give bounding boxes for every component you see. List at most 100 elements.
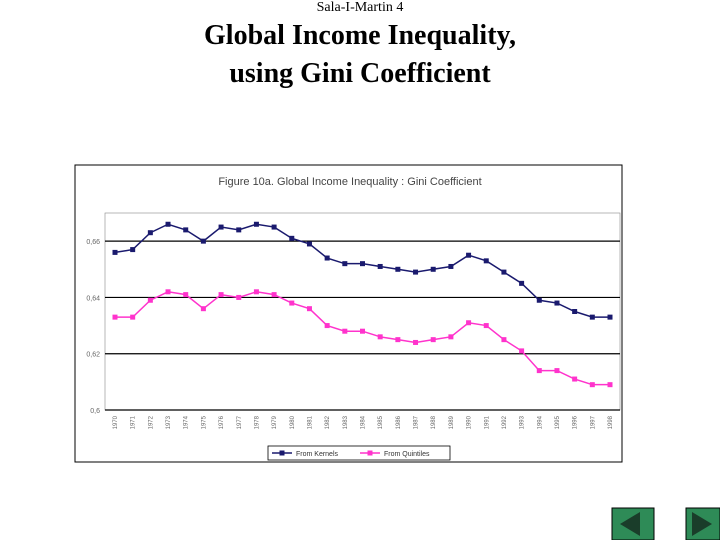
point-marker — [218, 224, 224, 230]
x-tick-label: 1997 — [590, 415, 596, 429]
point-marker — [607, 382, 613, 388]
point-marker — [395, 266, 401, 272]
legend-marker — [279, 450, 285, 456]
point-marker — [554, 368, 560, 374]
point-marker — [147, 297, 153, 303]
slide-title: using Gini Coefficient — [229, 58, 491, 89]
point-marker — [236, 227, 242, 233]
point-marker — [200, 238, 206, 244]
x-tick-label: 1971 — [131, 415, 137, 429]
point-marker — [377, 263, 383, 269]
y-tick-label: 0,6 — [90, 408, 100, 415]
point-marker — [536, 368, 542, 374]
point-marker — [165, 221, 171, 227]
point-marker — [572, 309, 578, 314]
point-marker — [448, 334, 454, 340]
point-marker — [501, 269, 507, 275]
point-marker — [112, 314, 118, 320]
point-marker — [377, 334, 383, 340]
point-marker — [589, 382, 595, 388]
x-tick-label: 1979 — [272, 415, 278, 429]
point-marker — [413, 339, 419, 345]
x-tick-label: 1973 — [166, 415, 172, 429]
x-tick-label: 1978 — [254, 415, 260, 429]
point-marker — [360, 328, 365, 334]
point-marker — [536, 297, 542, 303]
x-tick-label: 1977 — [237, 415, 243, 429]
point-marker — [501, 337, 507, 343]
x-tick-label: 1988 — [431, 415, 437, 429]
x-tick-label: 1982 — [325, 415, 331, 429]
y-tick-label: 0,66 — [86, 239, 100, 246]
point-marker — [130, 314, 136, 320]
x-tick-label: 1983 — [343, 415, 349, 429]
x-tick-label: 1985 — [378, 415, 384, 429]
point-marker — [448, 263, 454, 269]
point-marker — [483, 323, 489, 329]
x-tick-label: 1993 — [520, 415, 526, 429]
point-marker — [519, 280, 525, 286]
x-tick-label: 1972 — [148, 415, 154, 429]
x-tick-label: 1987 — [414, 415, 420, 429]
x-tick-label: 1975 — [201, 415, 207, 429]
point-marker — [165, 289, 171, 295]
legend-label: From Quintiles — [384, 451, 430, 458]
point-marker — [218, 292, 224, 298]
y-tick-label: 0,62 — [86, 352, 100, 359]
point-marker — [572, 376, 578, 382]
point-marker — [342, 328, 348, 334]
x-tick-label: 1974 — [184, 415, 190, 429]
chart-title: Figure 10a. Global Income Inequality : G… — [218, 176, 481, 188]
x-tick-label: 1989 — [449, 415, 455, 429]
point-marker — [183, 292, 189, 298]
x-tick-label: 1980 — [290, 415, 296, 429]
point-marker — [183, 227, 189, 233]
x-tick-label: 1991 — [484, 415, 490, 429]
point-marker — [271, 292, 277, 298]
nav-prev-arrow — [620, 512, 640, 536]
legend-marker — [367, 450, 373, 456]
point-marker — [466, 320, 472, 326]
x-tick-label: 1998 — [608, 415, 614, 429]
x-tick-label: 1990 — [467, 415, 473, 429]
x-tick-label: 1995 — [555, 415, 561, 429]
y-tick-label: 0,64 — [86, 295, 100, 302]
point-marker — [236, 294, 242, 300]
legend-label: From Kernels — [296, 451, 339, 458]
point-marker — [112, 249, 118, 255]
point-marker — [289, 300, 295, 306]
point-marker — [306, 241, 312, 247]
point-marker — [324, 255, 330, 261]
point-marker — [395, 337, 401, 343]
point-marker — [360, 261, 365, 267]
x-tick-label: 1986 — [396, 415, 402, 429]
x-tick-label: 1992 — [502, 415, 508, 429]
point-marker — [607, 314, 613, 320]
point-marker — [306, 306, 312, 312]
point-marker — [253, 289, 259, 295]
point-marker — [554, 300, 560, 306]
point-marker — [483, 258, 489, 264]
x-tick-label: 1984 — [361, 415, 367, 429]
point-marker — [130, 247, 136, 253]
point-marker — [324, 323, 330, 329]
point-marker — [253, 221, 259, 227]
point-marker — [430, 337, 436, 343]
point-marker — [200, 306, 206, 312]
point-marker — [589, 314, 595, 320]
x-tick-label: 1976 — [219, 415, 225, 429]
x-tick-label: 1970 — [113, 415, 119, 429]
point-marker — [289, 235, 295, 241]
chart-frame — [74, 164, 623, 463]
point-marker — [466, 252, 472, 258]
point-marker — [519, 348, 525, 354]
x-tick-label: 1996 — [573, 415, 579, 429]
point-marker — [271, 224, 277, 230]
x-tick-label: 1981 — [307, 415, 313, 429]
legend-box — [267, 445, 451, 461]
nav-next[interactable] — [685, 507, 720, 540]
point-marker — [430, 266, 436, 272]
nav-prev[interactable] — [611, 507, 655, 540]
